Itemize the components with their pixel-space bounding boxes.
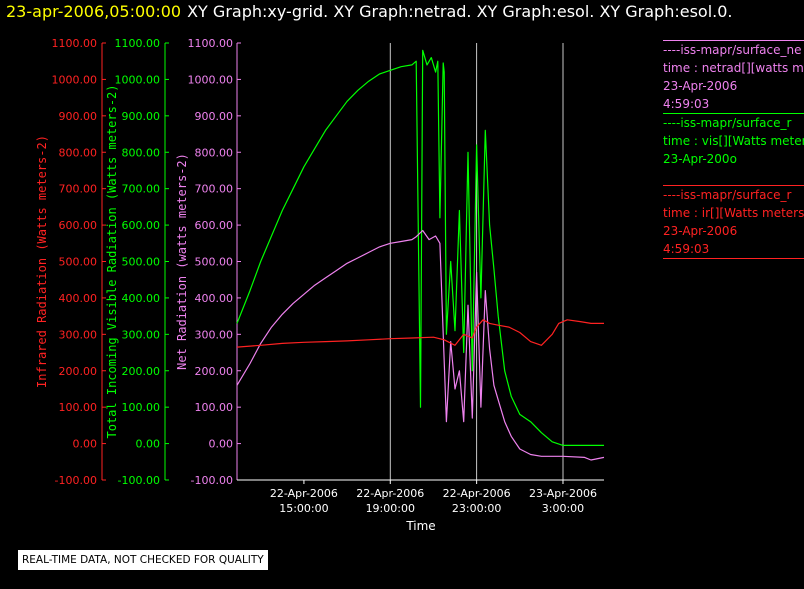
- ir-axis-tick-label: 200.00: [59, 365, 98, 378]
- vis-axis-tick-label: 100.00: [122, 401, 161, 414]
- x-tick-label: 22-Apr-2006: [270, 487, 338, 500]
- legend-ir-line-4: 4:59:03: [663, 242, 710, 256]
- x-tick-label: 15:00:00: [279, 502, 328, 515]
- ir-axis-title: Infrared Radiation (Watts meters-2): [35, 135, 49, 388]
- x-tick-label: 23:00:00: [452, 502, 501, 515]
- legend-ir-underline: [663, 258, 804, 259]
- x-tick-label: 22-Apr-2006: [356, 487, 424, 500]
- net-axis-tick-label: 1100.00: [188, 37, 234, 50]
- vis-axis-tick-label: 500.00: [122, 256, 161, 269]
- legend-net-line-3: 23-Apr-2006: [663, 79, 738, 93]
- quality-notice: REAL-TIME DATA, NOT CHECKED FOR QUALITY: [18, 550, 268, 570]
- net-axis-tick-label: 200.00: [195, 365, 234, 378]
- graph-list-label: XY Graph:xy-grid. XY Graph:netrad. XY Gr…: [187, 2, 733, 21]
- vis-axis-tick-label: 900.00: [122, 110, 161, 123]
- vis-axis-tick-label: 1100.00: [115, 37, 161, 50]
- net-axis-tick-label: 800.00: [195, 146, 234, 159]
- ir-axis-tick-label: 300.00: [59, 328, 98, 341]
- vis-axis-tick-label: 800.00: [122, 146, 161, 159]
- ir-axis-tick-label: 1100.00: [52, 37, 98, 50]
- vis-axis-tick-label: 1000.00: [115, 73, 161, 86]
- vis-axis-tick-label: 600.00: [122, 219, 161, 232]
- legend-ir-line-1: ----iss-mapr/surface_r: [663, 185, 804, 204]
- vis-axis-tick-label: 700.00: [122, 183, 161, 196]
- legend-ir-line-3: 23-Apr-2006: [663, 224, 738, 238]
- x-axis-title: Time: [405, 519, 435, 533]
- ir-axis-tick-label: 400.00: [59, 292, 98, 305]
- ir-axis-tick-label: 100.00: [59, 401, 98, 414]
- x-tick-label: 23-Apr-2006: [529, 487, 597, 500]
- series-line-net: [236, 229, 605, 461]
- net-axis-tick-label: 500.00: [195, 256, 234, 269]
- net-axis-tick-label: 1000.00: [188, 73, 234, 86]
- legend-vis-line-3: 23-Apr-200o: [663, 152, 737, 166]
- legend-net-line-1: ----iss-mapr/surface_ne: [663, 40, 804, 59]
- series-line-vis: [236, 49, 604, 446]
- net-axis-tick-label: -100.00: [191, 474, 233, 487]
- net-axis-tick-label: 0.00: [209, 438, 234, 451]
- net-axis-tick-label: 100.00: [195, 401, 234, 414]
- legend-vis-line-1: ----iss-mapr/surface_r: [663, 113, 804, 132]
- ir-axis-tick-label: 1000.00: [52, 73, 98, 86]
- ir-axis-tick-label: 500.00: [59, 256, 98, 269]
- net-axis-tick-label: 300.00: [195, 328, 234, 341]
- vis-axis-tick-label: 400.00: [122, 292, 161, 305]
- legend-vis-line-2: time : vis[][Watts meter: [663, 134, 804, 148]
- ir-axis-tick-label: 900.00: [59, 110, 98, 123]
- datetime-label: 23-apr-2006,05:00:00: [6, 2, 182, 21]
- ir-axis-tick-label: -100.00: [55, 474, 97, 487]
- legend-net: ----iss-mapr/surface_ne time : netrad[][…: [663, 40, 804, 113]
- x-tick-label: 22-Apr-2006: [443, 487, 511, 500]
- net-axis-tick-label: 700.00: [195, 183, 234, 196]
- net-axis-tick-label: 900.00: [195, 110, 234, 123]
- vis-axis-tick-label: -100.00: [118, 474, 160, 487]
- ir-axis-tick-label: 800.00: [59, 146, 98, 159]
- x-tick-label: 3:00:00: [542, 502, 584, 515]
- net-axis-title: Net Radiation (watts meters-2): [175, 153, 189, 370]
- legend-net-line-2: time : netrad[][watts me: [663, 61, 804, 75]
- vis-axis-tick-label: 200.00: [122, 365, 161, 378]
- vis-axis-title: Total Incoming Visible Radiation (Watts …: [105, 84, 119, 438]
- ir-axis-tick-label: 600.00: [59, 219, 98, 232]
- series-line-ir: [236, 319, 604, 348]
- title-bar: 23-apr-2006,05:00:00 XY Graph:xy-grid. XY…: [0, 1, 733, 25]
- x-tick-label: 19:00:00: [366, 502, 415, 515]
- legend-ir-line-2: time : ir[][Watts meters: [663, 206, 804, 220]
- vis-axis-tick-label: 300.00: [122, 328, 161, 341]
- net-axis-tick-label: 400.00: [195, 292, 234, 305]
- ir-axis-tick-label: 0.00: [73, 438, 98, 451]
- net-axis-tick-label: 600.00: [195, 219, 234, 232]
- vis-axis-tick-label: 0.00: [136, 438, 161, 451]
- ir-axis-tick-label: 700.00: [59, 183, 98, 196]
- legend-net-line-4: 4:59:03: [663, 97, 710, 111]
- legend-ir: ----iss-mapr/surface_r time : ir[][Watts…: [663, 185, 804, 259]
- legend-vis: ----iss-mapr/surface_r time : vis[][Watt…: [663, 113, 804, 168]
